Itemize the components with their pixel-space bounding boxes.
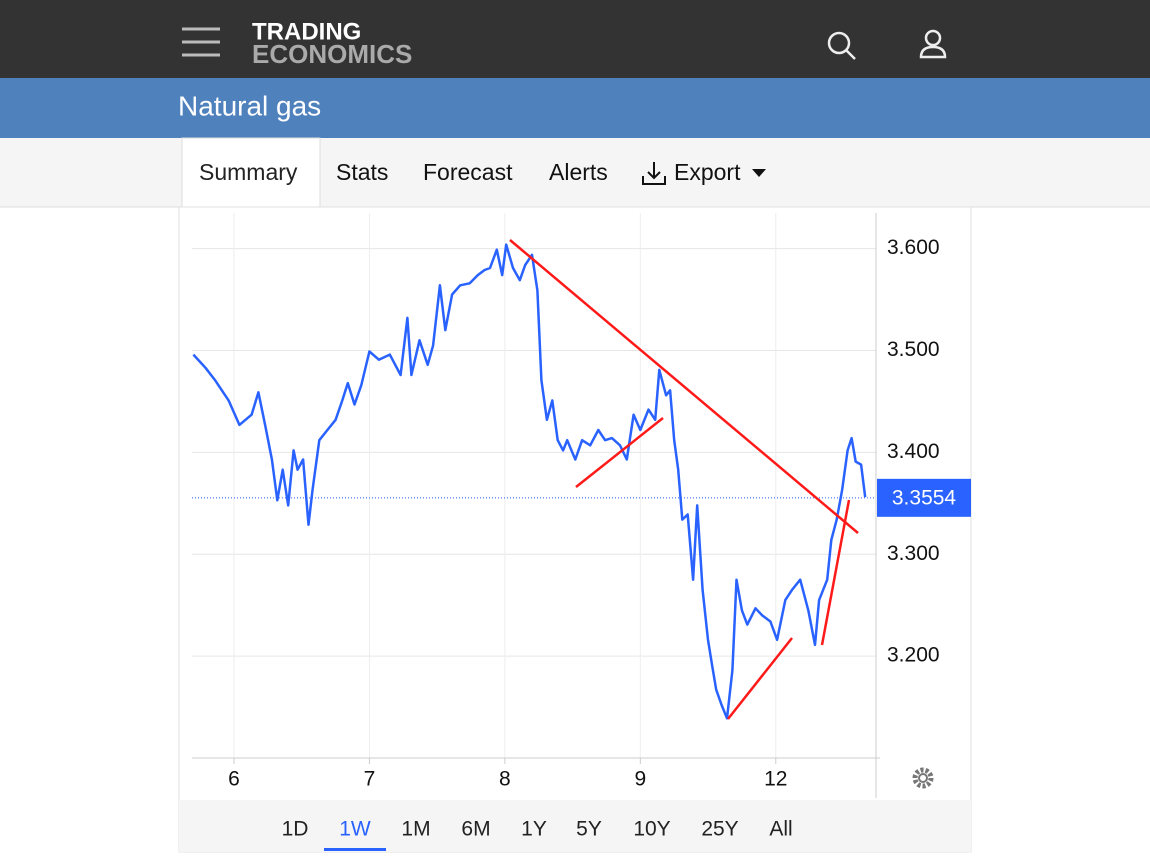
tab[interactable]: Summary	[199, 159, 298, 185]
tab[interactable]: Stats	[336, 159, 388, 185]
x-tick-label: 7	[364, 768, 376, 791]
search-icon[interactable]	[827, 31, 856, 60]
dropdown-caret	[752, 169, 766, 177]
range-underline	[324, 848, 386, 851]
tab[interactable]: Alerts	[549, 159, 608, 185]
export-icon	[642, 162, 666, 185]
page-title: Natural gas	[178, 90, 321, 121]
range-button[interactable]: 6M	[461, 818, 490, 841]
logo-bottom[interactable]: ECONOMICS	[252, 39, 412, 69]
chart-box	[178, 206, 972, 853]
tab[interactable]: Export	[674, 159, 741, 185]
x-tick-label: 9	[634, 768, 646, 791]
menu-icon[interactable]	[182, 27, 220, 57]
range-button[interactable]: 1D	[282, 818, 309, 841]
x-tick-label: 12	[764, 768, 787, 791]
range-buttons: 1D 1W 1M 6M 1Y 5Y 10Y 25Y All	[282, 818, 793, 851]
x-tick-label: 6	[228, 768, 240, 791]
range-button[interactable]: 1Y	[521, 818, 547, 841]
last-value-label: 3.3554	[892, 486, 957, 509]
title-bar	[0, 78, 1150, 138]
trendlines	[509, 239, 859, 720]
tab[interactable]: Forecast	[423, 159, 513, 185]
range-button[interactable]: 10Y	[633, 818, 670, 841]
range-button[interactable]: 1W	[339, 818, 371, 841]
x-tick-label: 8	[499, 768, 511, 791]
range-button[interactable]: 25Y	[701, 818, 738, 841]
range-button[interactable]: 5Y	[576, 818, 602, 841]
y-tick-label: 3.500	[887, 338, 940, 361]
chart: 3.200 3.300 3.400 3.500 3.600 6 7 8 9 12 3.3554	[192, 213, 971, 798]
settings-icon[interactable]	[912, 767, 934, 789]
top-bar	[0, 0, 1150, 78]
range-bar	[179, 800, 971, 852]
y-tick-label: 3.300	[887, 542, 940, 565]
price-line	[192, 243, 867, 720]
user-icon[interactable]	[919, 29, 947, 59]
y-tick-label: 3.400	[887, 440, 940, 463]
y-tick-label: 3.600	[887, 236, 940, 259]
last-value-box	[877, 478, 971, 517]
range-button[interactable]: 1M	[401, 818, 430, 841]
y-tick-label: 3.200	[887, 644, 940, 667]
logo-top[interactable]: TRADING	[252, 18, 361, 45]
active-tab	[181, 137, 321, 209]
range-button[interactable]: All	[769, 818, 792, 841]
